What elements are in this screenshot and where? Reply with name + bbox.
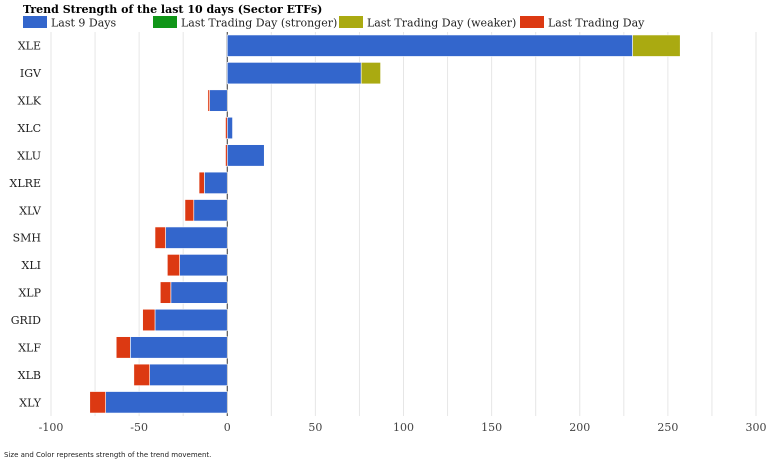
bar-xlb-last-trading-day bbox=[133, 363, 150, 386]
bar-xlre-last-9-days bbox=[204, 171, 228, 194]
category-label-xlv: XLV bbox=[19, 204, 42, 217]
bars bbox=[89, 34, 681, 414]
category-label-xlre: XLRE bbox=[10, 177, 41, 190]
x-tick-100: -100 bbox=[39, 421, 64, 434]
bar-xli-last-9-days bbox=[179, 254, 228, 277]
x-tick-100: 100 bbox=[393, 421, 414, 434]
category-label-smh: SMH bbox=[13, 232, 41, 245]
legend-label-last-trading-day-weaker: Last Trading Day (weaker) bbox=[367, 17, 516, 30]
x-tick-200: 200 bbox=[569, 421, 590, 434]
x-tick-150: 150 bbox=[481, 421, 502, 434]
bar-xlk-last-trading-day bbox=[207, 89, 210, 112]
x-tick-0: 0 bbox=[224, 421, 231, 434]
category-label-xle: XLE bbox=[18, 40, 41, 53]
x-tick-250: 250 bbox=[657, 421, 678, 434]
bar-xly-last-9-days bbox=[105, 391, 228, 414]
category-label-xlf: XLF bbox=[18, 341, 41, 354]
category-label-xlb: XLB bbox=[18, 369, 41, 382]
bar-xli-last-trading-day bbox=[167, 254, 180, 277]
bar-xlk-last-9-days bbox=[209, 89, 228, 112]
bar-igv-last-9-days bbox=[226, 62, 362, 85]
legend-label-last-9-days: Last 9 Days bbox=[51, 17, 117, 30]
legend-swatch-last-9-days bbox=[23, 16, 47, 28]
bar-xly-last-trading-day bbox=[89, 391, 106, 414]
legend-swatch-last-trading-day-weaker bbox=[339, 16, 363, 28]
category-label-xli: XLI bbox=[22, 259, 41, 272]
bar-xlc-last-trading-day bbox=[225, 116, 228, 140]
bar-smh-last-trading-day bbox=[154, 226, 166, 249]
gridlines bbox=[50, 32, 757, 416]
category-label-xlk: XLK bbox=[18, 95, 42, 108]
legend-label-last-trading-day: Last Trading Day bbox=[548, 17, 645, 30]
bar-smh-last-9-days bbox=[165, 226, 228, 249]
bar-grid-last-trading-day bbox=[142, 308, 156, 332]
bar-xle-last-trading-day-weaker bbox=[632, 34, 681, 57]
category-label-xlp: XLP bbox=[18, 287, 41, 300]
category-labels: XLE IGV XLK XLC XLU XLRE XLV SMH XLI XLP GRID XLF XL… bbox=[10, 40, 43, 410]
bar-igv-last-trading-day-weaker bbox=[360, 62, 381, 85]
x-tick-50: -50 bbox=[130, 421, 148, 434]
legend-swatch-last-trading-day-stronger bbox=[153, 16, 177, 28]
bar-xlb-last-9-days bbox=[149, 363, 228, 386]
bar-xlre-last-trading-day bbox=[198, 171, 205, 194]
bar-xlp-last-trading-day bbox=[159, 281, 172, 304]
bar-xlc-last-9-days bbox=[226, 116, 233, 140]
legend-swatch-last-trading-day bbox=[520, 16, 544, 28]
bar-xlf-last-9-days bbox=[130, 336, 228, 359]
bar-xle-last-9-days bbox=[226, 34, 633, 57]
x-tick-50: 50 bbox=[308, 421, 322, 434]
category-label-xlu: XLU bbox=[17, 149, 41, 162]
legend: Last 9 Days Last Trading Day (stronger) La… bbox=[23, 16, 645, 30]
bar-xlv-last-9-days bbox=[193, 199, 228, 222]
bar-xlu-last-trading-day bbox=[225, 144, 228, 167]
category-label-grid: GRID bbox=[11, 314, 41, 327]
bar-xlv-last-trading-day bbox=[184, 199, 195, 222]
category-label-xlc: XLC bbox=[17, 122, 41, 135]
footnote: Size and Color represents strength of th… bbox=[4, 451, 212, 459]
chart-title: Trend Strength of the last 10 days (Sect… bbox=[23, 3, 322, 16]
bar-xlf-last-trading-day bbox=[115, 336, 131, 359]
bar-xlu-last-9-days bbox=[226, 144, 265, 167]
x-tick-labels: -100 -50 0 50 100 150 200 250 300 bbox=[39, 421, 767, 434]
x-tick-300: 300 bbox=[746, 421, 767, 434]
category-label-xly: XLY bbox=[19, 396, 41, 409]
bar-xlp-last-9-days bbox=[170, 281, 228, 304]
category-label-igv: IGV bbox=[20, 67, 42, 80]
legend-label-last-trading-day-stronger: Last Trading Day (stronger) bbox=[181, 17, 337, 30]
bar-grid-last-9-days bbox=[154, 308, 228, 332]
